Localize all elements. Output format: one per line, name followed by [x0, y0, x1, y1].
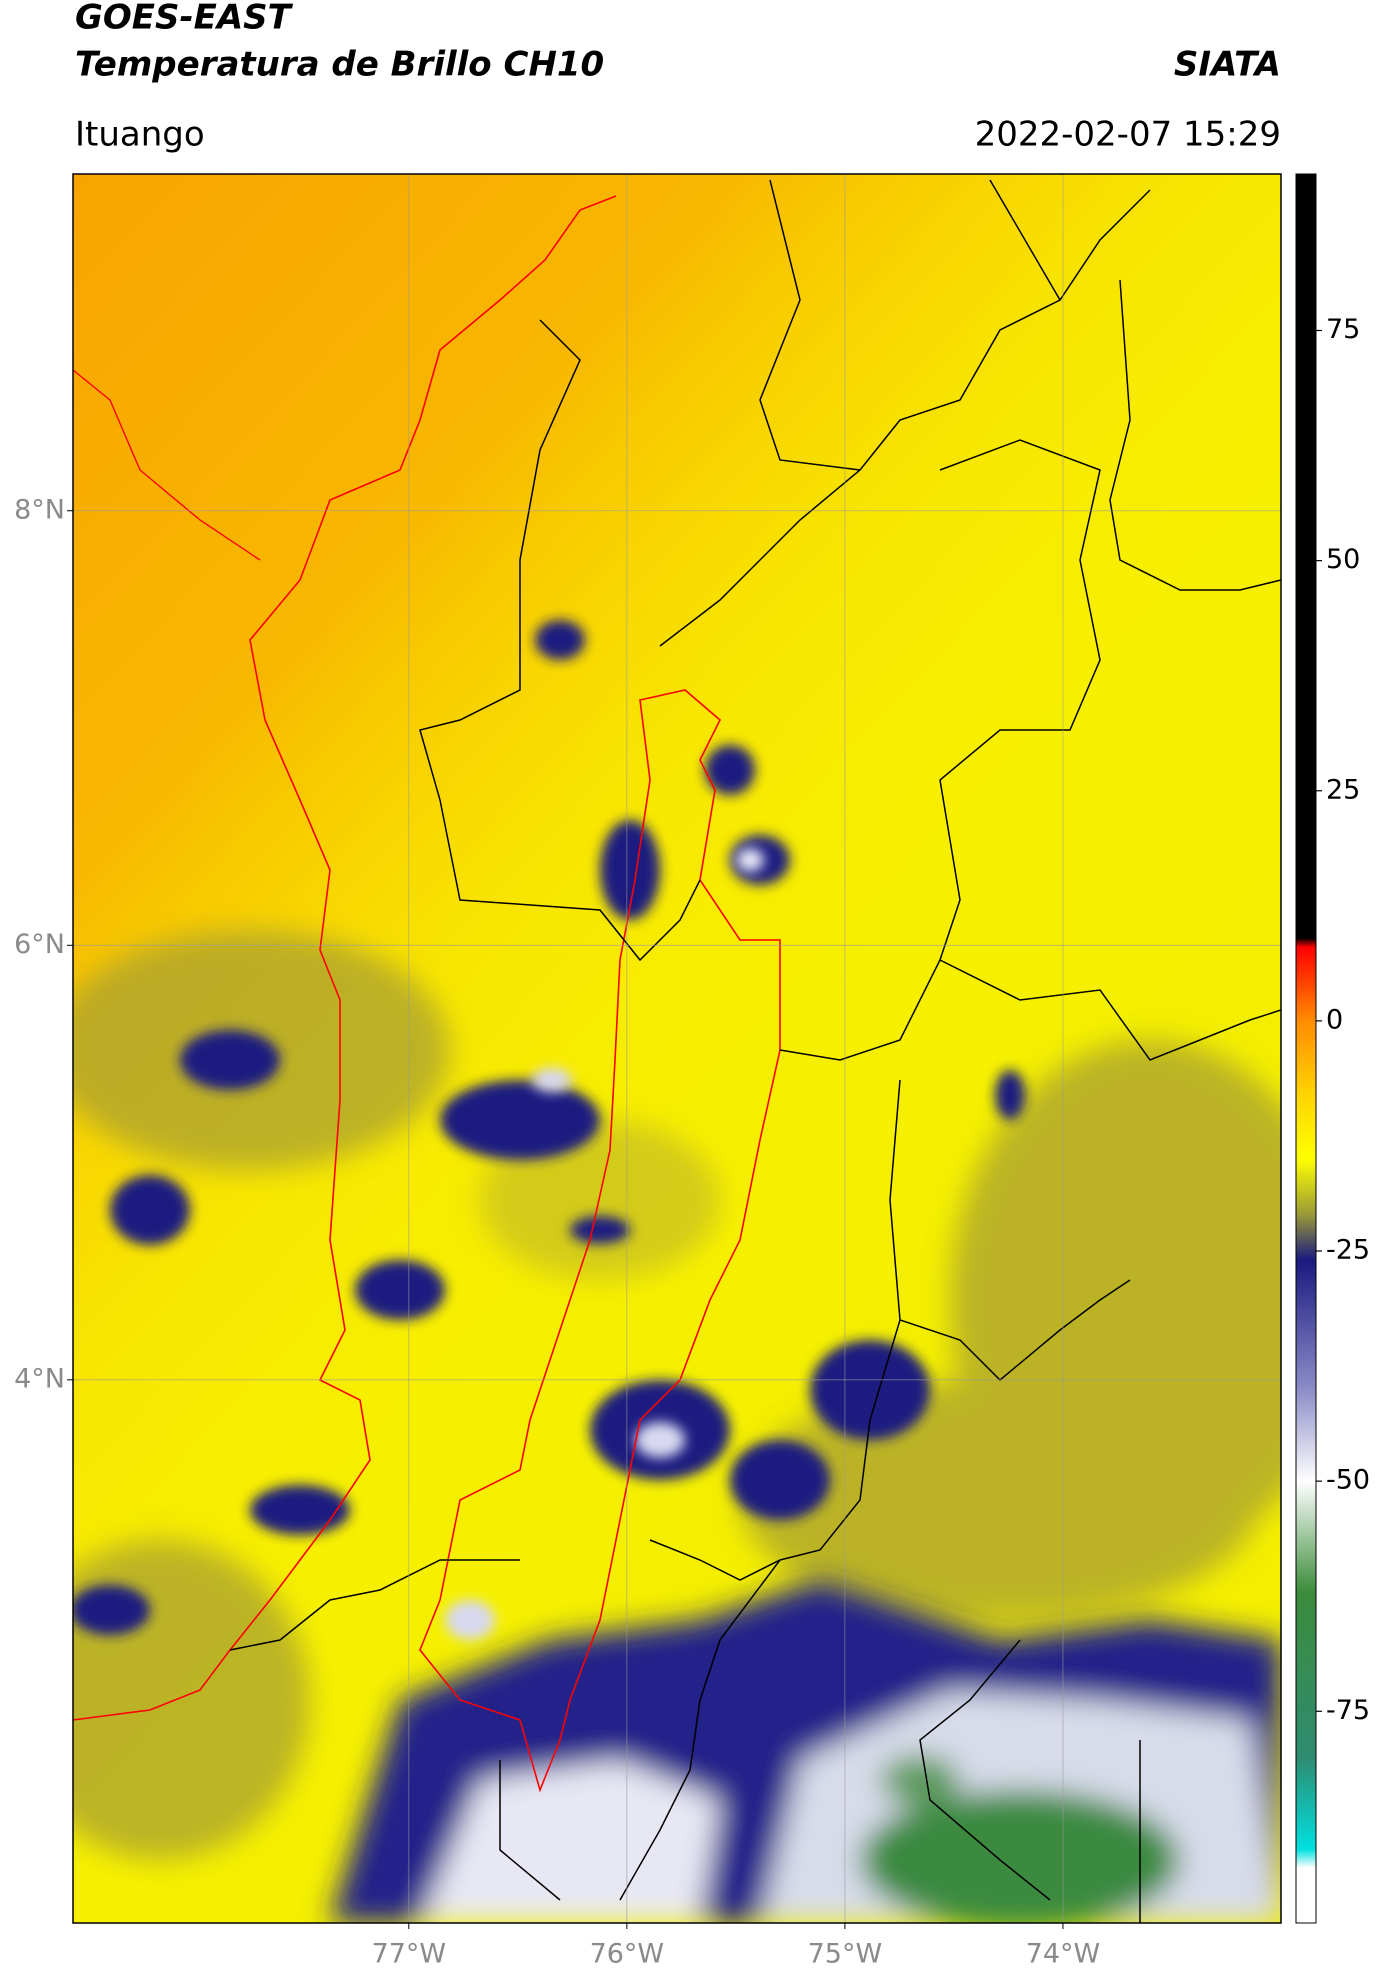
location: Ituango [75, 115, 205, 155]
colorbar-tick-label: -25 [1326, 1235, 1370, 1266]
x-tick-label: 76°W [590, 1939, 665, 1970]
title: GOES-EAST [75, 0, 294, 38]
subtitle: Temperatura de Brillo CH10 [75, 45, 604, 85]
timestamp: 2022-02-07 15:29 [975, 115, 1281, 155]
colorbar-tick-label: -50 [1326, 1465, 1370, 1496]
colorbar-tick-label: 75 [1326, 314, 1360, 345]
colorbar-tick-label: 0 [1326, 1004, 1343, 1035]
colorbar [1295, 173, 1317, 1924]
colorbar-tick-label: -75 [1326, 1695, 1370, 1726]
satellite-image [73, 174, 1281, 1923]
x-tick-label: 77°W [372, 1939, 447, 1970]
y-tick-label: 8°N [14, 494, 65, 525]
x-tick-label: 74°W [1026, 1939, 1101, 1970]
y-tick-label: 4°N [14, 1363, 65, 1394]
map-frame [72, 173, 1282, 1924]
x-tick-label: 75°W [808, 1939, 883, 1970]
source: SIATA [1174, 45, 1281, 85]
colorbar-tick-label: 50 [1326, 544, 1360, 575]
colorbar-tick-label: 25 [1326, 774, 1360, 805]
y-tick-label: 6°N [14, 929, 65, 960]
graticule [73, 174, 1281, 1923]
